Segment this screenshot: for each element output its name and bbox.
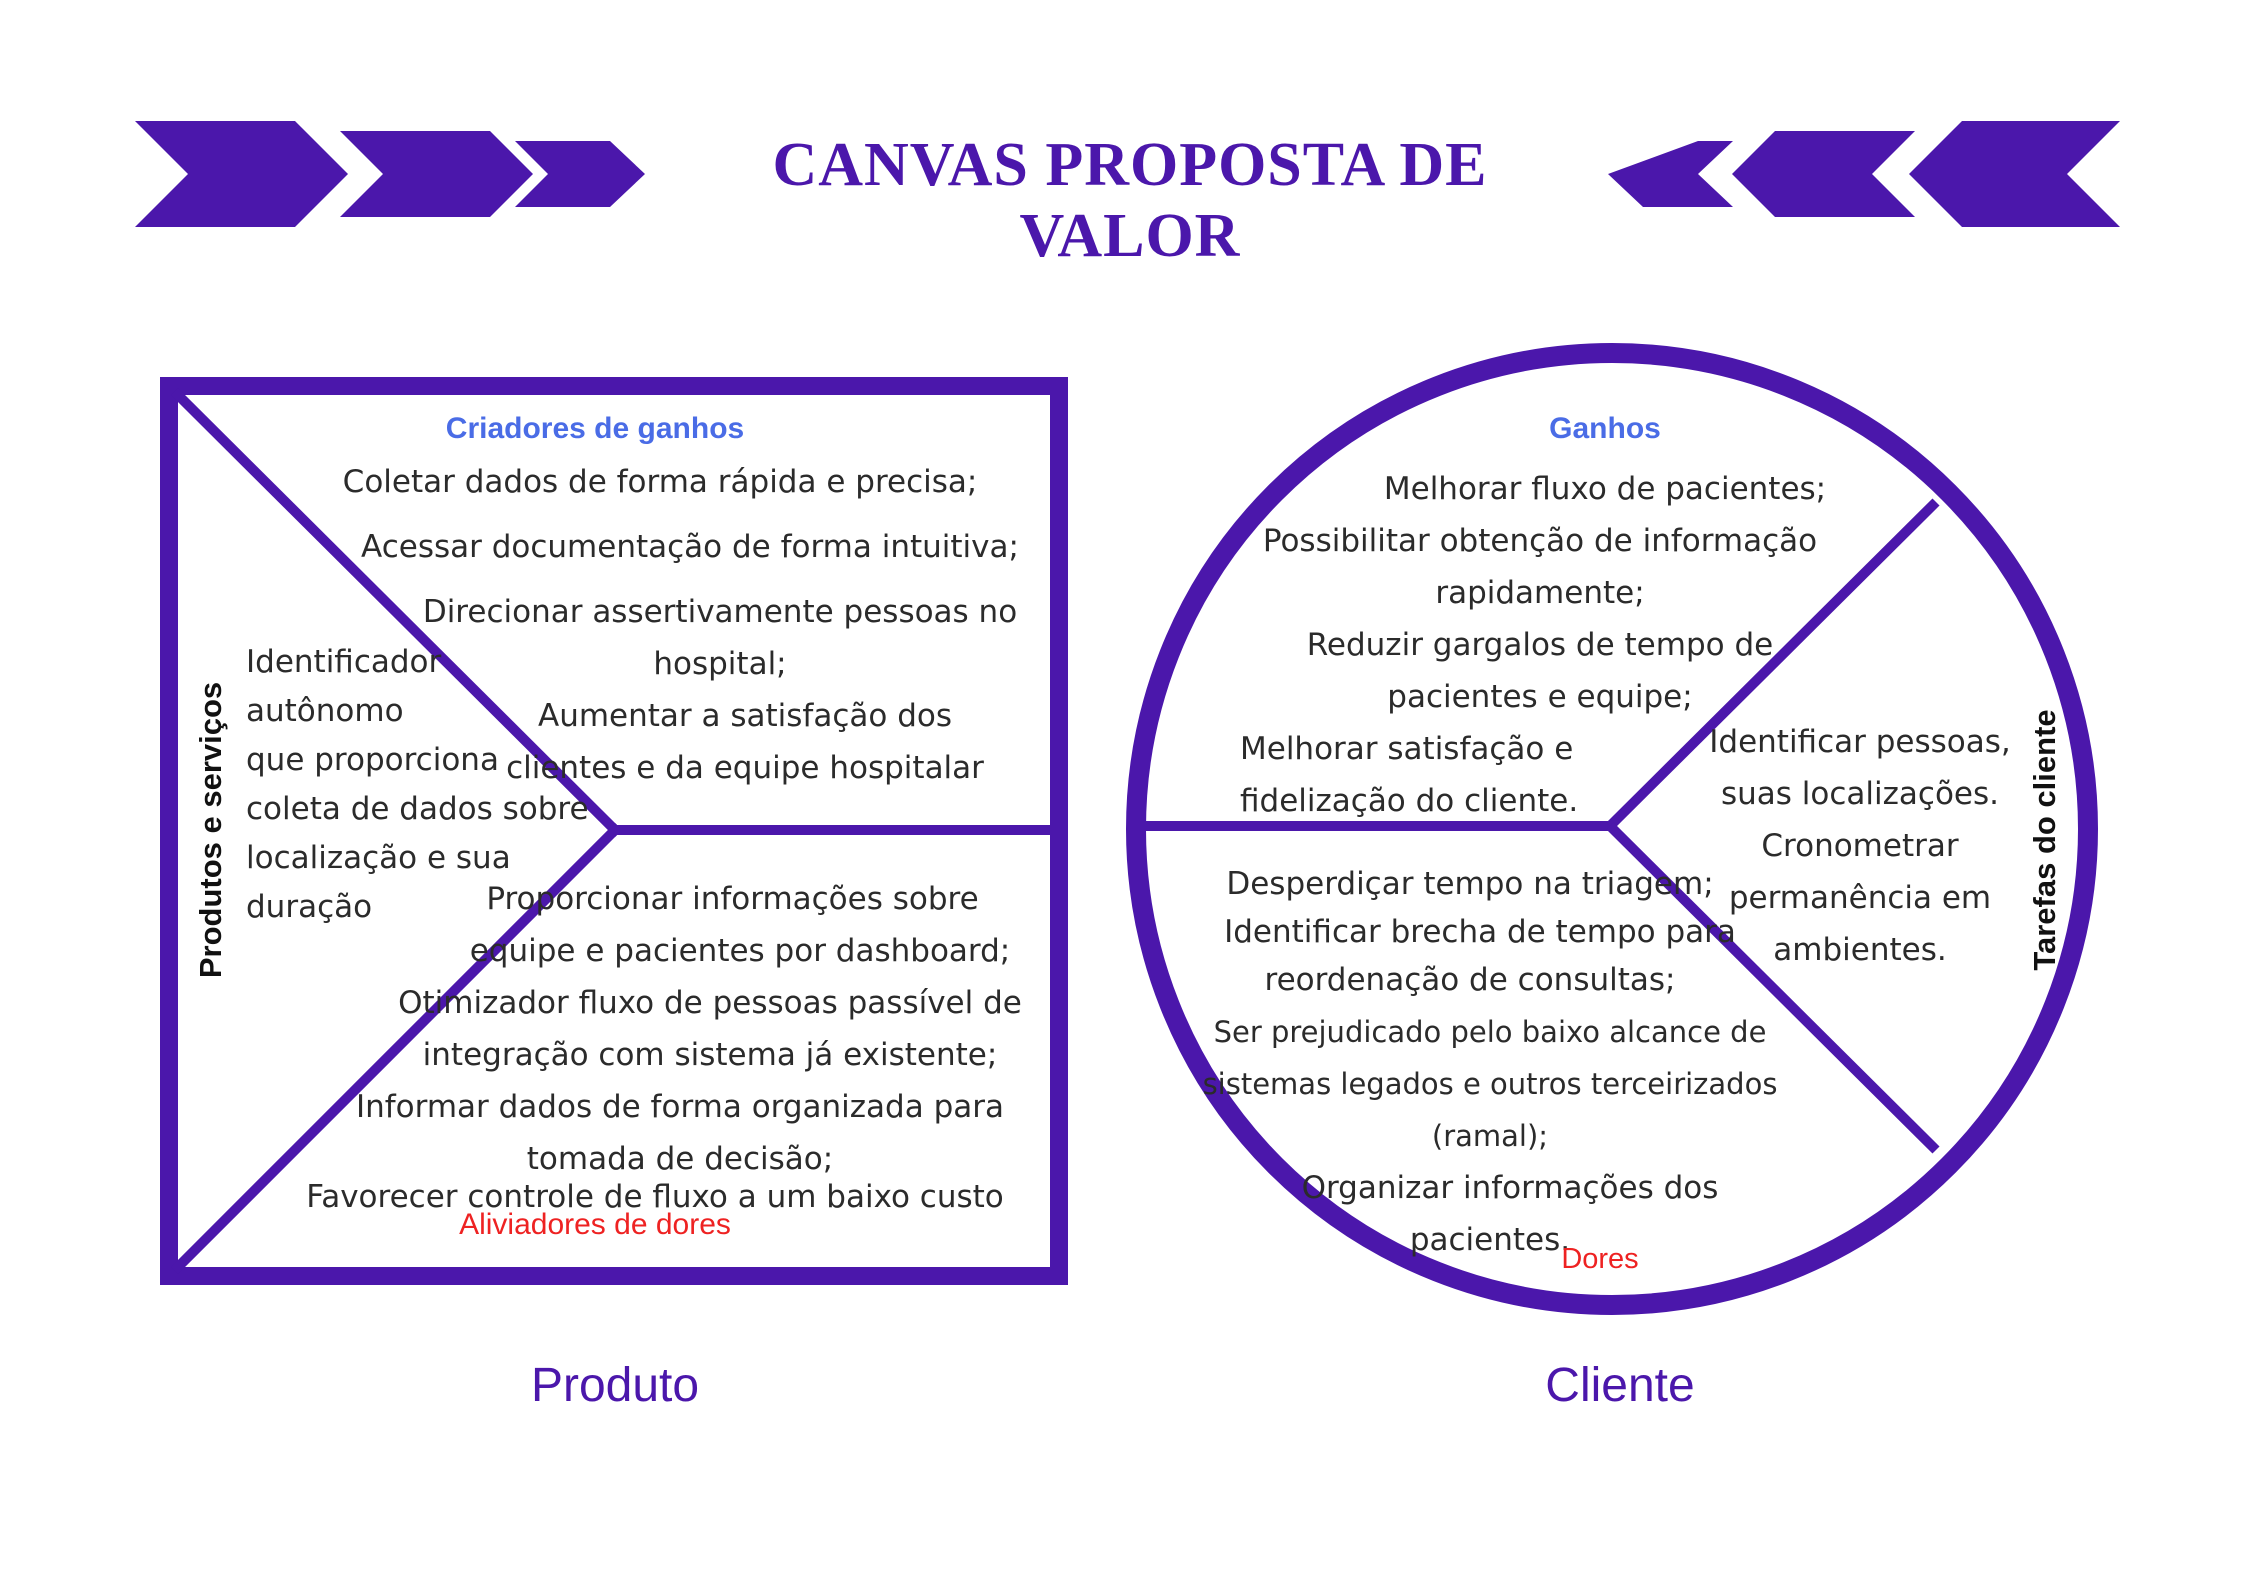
gain-creators-text: Coletar dados de forma rápida e precisa;… <box>330 456 1050 794</box>
pain-item: (ramal); <box>1431 1119 1549 1153</box>
job-item: ambientes. <box>1773 932 1947 968</box>
jobs-label: Tarefas do cliente <box>2027 709 2062 971</box>
gain-creators-heading: Criadores de ganhos <box>445 412 745 445</box>
pain-reliever-item: integração com sistema já existente; <box>422 1037 998 1073</box>
chevron-left-icon <box>1608 141 1733 207</box>
pain-item: Desperdiçar tempo na triagem; <box>1226 866 1714 902</box>
pains-heading: Dores <box>1561 1243 1639 1275</box>
product-caption: Produto <box>530 1359 700 1412</box>
pains-text: Desperdiçar tempo na triagem; Identifica… <box>1170 860 1810 1266</box>
chevron-right-icon <box>135 121 348 227</box>
products-services-text: Identificador autônomo que proporciona c… <box>246 638 589 932</box>
gain-item: Reduzir gargalos de tempo de <box>1306 627 1774 663</box>
gain-creator-item: hospital; <box>653 646 787 682</box>
gain-creator-item: Direcionar assertivamente pessoas no <box>422 594 1018 630</box>
gain-creator-item: Coletar dados de forma rápida e precisa; <box>342 464 978 500</box>
pain-item: Identificar brecha de tempo para <box>1224 914 1736 950</box>
gain-creator-item: Aumentar a satisfação dos <box>537 698 952 734</box>
gains-text: Melhorar fluxo de pacientes; Possibilita… <box>1240 463 1840 827</box>
chevron-left-icon <box>1909 121 2120 227</box>
pain-reliever-item: Favorecer controle de fluxo a um baixo c… <box>306 1179 1004 1215</box>
pain-relievers-text: Proporcionar informações sobre equipe e … <box>306 873 1060 1223</box>
job-item: Identificar pessoas, <box>1709 724 2011 760</box>
page-title: CANVAS PROPOSTA DE VALOR <box>772 131 1488 270</box>
products-services-label: Produtos e serviços <box>193 681 228 979</box>
gain-item: pacientes e equipe; <box>1387 679 1693 715</box>
pain-item: pacientes. <box>1409 1222 1571 1258</box>
pain-reliever-item: Proporcionar informações sobre <box>486 881 979 917</box>
chevron-right-icon <box>515 141 645 207</box>
jobs-text: Identificar pessoas, suas localizações. … <box>1700 716 2020 976</box>
pain-relievers-heading: Aliviadores de dores <box>459 1208 731 1241</box>
job-item: permanência em <box>1728 880 1992 916</box>
gain-item: Melhorar satisfação e <box>1240 731 1574 767</box>
pain-item: Organizar informações dos <box>1301 1170 1719 1206</box>
gain-creator-item: clientes e da equipe hospitalar <box>506 750 984 786</box>
products-services-item: que proporciona <box>246 742 499 778</box>
products-services-item: duração <box>246 889 373 925</box>
gain-item: Melhorar fluxo de pacientes; <box>1383 471 1827 507</box>
job-item: suas localizações. <box>1720 776 1999 812</box>
job-item: Cronometrar <box>1761 828 1959 864</box>
gain-item: Possibilitar obtenção de informação <box>1262 523 1818 559</box>
chevron-right-icon <box>340 131 533 217</box>
pain-item: reordenação de consultas; <box>1264 962 1676 998</box>
chevron-left-icon <box>1732 131 1915 217</box>
products-services-item: autônomo <box>246 693 404 729</box>
products-services-item: coleta de dados sobre <box>246 791 589 827</box>
value-map-square <box>160 377 1068 1285</box>
pain-reliever-item: equipe e pacientes por dashboard; <box>469 933 1011 969</box>
products-services-item: localização e sua <box>246 840 511 876</box>
pain-reliever-item: Otimizador fluxo de pessoas passível de <box>398 985 1022 1021</box>
products-services-item: Identificador <box>246 644 442 680</box>
pain-reliever-item: Informar dados de forma organizada para <box>355 1089 1005 1125</box>
gain-item: fidelização do cliente. <box>1240 783 1579 819</box>
pain-item: Ser prejudicado pelo baixo alcance de <box>1213 1015 1767 1049</box>
gains-heading: Ganhos <box>1549 412 1661 445</box>
customer-profile-circle <box>1126 343 2098 1315</box>
customer-caption: Cliente <box>1545 1359 1695 1412</box>
pain-reliever-item: tomada de decisão; <box>526 1141 834 1177</box>
gain-item: rapidamente; <box>1435 575 1645 611</box>
gain-creator-item: Acessar documentação de forma intuitiva; <box>361 529 1019 565</box>
pain-item: sistemas legados e outros terceirizados <box>1202 1067 1778 1101</box>
